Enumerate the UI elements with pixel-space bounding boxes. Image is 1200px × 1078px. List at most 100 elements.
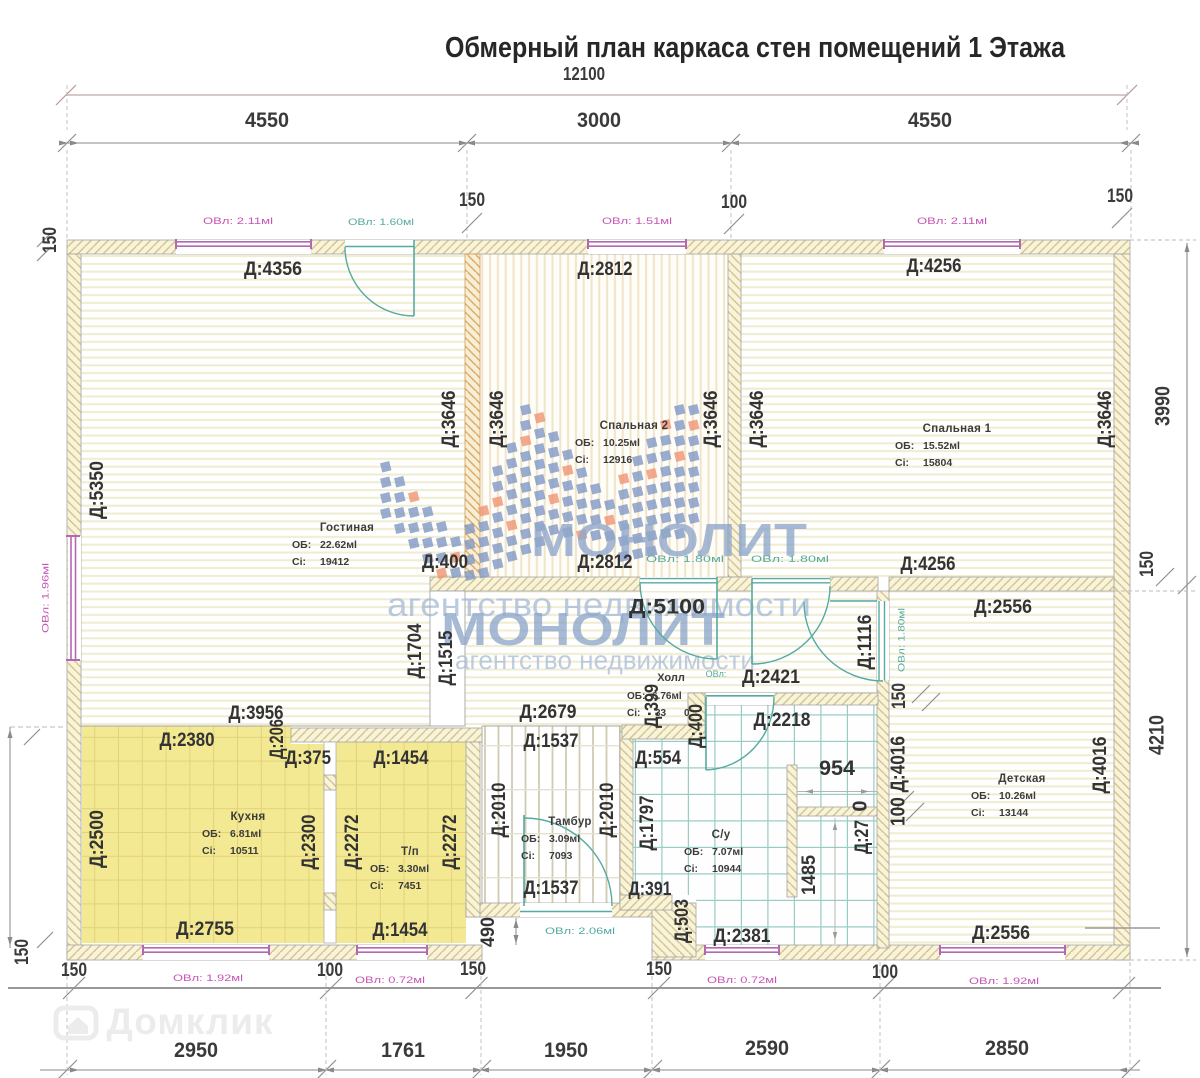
svg-text:Д:1704: Д:1704 (405, 623, 426, 678)
svg-text:10511: 10511 (230, 845, 259, 857)
svg-text:3.09мl: 3.09мl (549, 833, 580, 845)
svg-text:ОБ:: ОБ: (292, 539, 311, 551)
svg-text:150: 150 (459, 190, 485, 211)
svg-text:Д:2755: Д:2755 (176, 919, 234, 940)
svg-text:Гостиная: Гостиная (320, 522, 374, 534)
svg-text:С/у: С/у (712, 829, 731, 841)
svg-text:ОВл: 2.06мl: ОВл: 2.06мl (545, 926, 615, 937)
svg-text:Д:3646: Д:3646 (1095, 391, 1116, 448)
svg-text:7.07мl: 7.07мl (712, 846, 743, 858)
svg-text:Сi:: Сi: (575, 454, 589, 466)
svg-text:Сi:: Сi: (684, 863, 698, 875)
svg-text:Д:400: Д:400 (422, 552, 468, 573)
svg-text:ОБ:: ОБ: (895, 440, 914, 452)
svg-text:ОВл: 1.80мl: ОВл: 1.80мl (897, 608, 908, 672)
svg-text:Д:2010: Д:2010 (597, 783, 618, 838)
svg-text:Д:3646: Д:3646 (701, 391, 722, 448)
svg-text:Сi:: Сi: (895, 457, 909, 469)
svg-text:Д:3646: Д:3646 (747, 391, 768, 448)
svg-text:Сi:: Сi: (292, 556, 306, 568)
svg-text:ОБ:: ОБ: (627, 691, 645, 702)
svg-text:агентство недвижимости: агентство недвижимости (387, 586, 811, 623)
svg-text:4210: 4210 (1146, 715, 1169, 755)
svg-text:Спальная 1: Спальная 1 (923, 423, 992, 435)
svg-text:10.26мl: 10.26мl (999, 790, 1036, 802)
svg-text:ОВл: 0.72мl: ОВл: 0.72мl (707, 975, 777, 986)
svg-text:150: 150 (646, 959, 672, 980)
svg-text:Д:1454: Д:1454 (373, 920, 428, 941)
svg-text:Д:1537: Д:1537 (524, 878, 579, 899)
svg-text:ОВл: 1.80мl: ОВл: 1.80мl (646, 554, 724, 565)
svg-text:Д:5350: Д:5350 (87, 461, 108, 519)
svg-text:2590: 2590 (745, 1037, 789, 1060)
svg-text:Д:3646: Д:3646 (487, 391, 508, 448)
svg-text:150: 150 (12, 939, 33, 965)
svg-text:Д:2812: Д:2812 (578, 552, 633, 573)
svg-text:22.62мl: 22.62мl (320, 539, 357, 551)
svg-text:100: 100 (721, 192, 747, 213)
svg-text:19412: 19412 (320, 556, 349, 568)
svg-text:100: 100 (872, 962, 898, 983)
svg-text:Д:3646: Д:3646 (439, 391, 460, 448)
svg-text:1950: 1950 (544, 1039, 588, 1062)
svg-text:Сi:: Сi: (521, 850, 535, 862)
svg-text:ОБ:: ОБ: (684, 846, 703, 858)
svg-text:Д:1454: Д:1454 (374, 748, 429, 769)
svg-text:Домклик: Домклик (106, 1001, 273, 1042)
svg-text:МОНОЛИТ: МОНОЛИТ (531, 514, 807, 566)
svg-text:ОБ:: ОБ: (575, 437, 594, 449)
svg-text:агентство недвижимости: агентство недвижимости (455, 645, 755, 675)
svg-text:Обмерный план каркаса стен пом: Обмерный план каркаса стен помещений 1 Э… (445, 32, 1066, 64)
svg-text:МОНОЛИТ: МОНОЛИТ (441, 603, 725, 655)
svg-text:Д:4016: Д:4016 (1090, 737, 1111, 794)
svg-text:ОВл: 1.92мl: ОВл: 1.92мl (969, 976, 1039, 987)
svg-text:Д:2272: Д:2272 (440, 815, 461, 870)
svg-text:Д:2679: Д:2679 (520, 702, 577, 723)
svg-text:ОВл: 1.80мl: ОВл: 1.80мl (751, 554, 829, 565)
svg-text:ОВл: 1.60мl: ОВл: 1.60мl (348, 217, 414, 228)
svg-text:Д:399: Д:399 (642, 684, 663, 728)
svg-text:3.30мl: 3.30мl (398, 863, 429, 875)
svg-text:ОБ:: ОБ: (971, 790, 990, 802)
svg-text:Д:1537: Д:1537 (524, 731, 579, 752)
svg-text:7093: 7093 (549, 850, 573, 862)
svg-text:Д:2380: Д:2380 (160, 730, 215, 751)
svg-text:15.52мl: 15.52мl (923, 440, 960, 452)
svg-text:ОВл: 0.72мl: ОВл: 0.72мl (355, 975, 425, 986)
svg-text:Сi:: Сi: (202, 845, 216, 857)
svg-text:12916: 12916 (603, 454, 632, 466)
svg-text:150: 150 (40, 227, 61, 253)
svg-text:Сi:: Сi: (971, 807, 985, 819)
svg-text:Д:2381: Д:2381 (714, 926, 771, 947)
svg-text:2950: 2950 (174, 1039, 218, 1062)
svg-text:Д:503: Д:503 (672, 899, 693, 943)
svg-text:4550: 4550 (245, 109, 289, 132)
svg-text:10.25мl: 10.25мl (603, 437, 640, 449)
svg-text:Д:2556: Д:2556 (972, 923, 1030, 944)
svg-text:ОБ:: ОБ: (202, 828, 221, 840)
svg-text:ОБ:: ОБ: (370, 863, 389, 875)
svg-text:10944: 10944 (712, 863, 741, 875)
svg-text:Д:2010: Д:2010 (489, 783, 510, 838)
svg-text:Д:391: Д:391 (629, 879, 672, 900)
svg-text:1761: 1761 (381, 1039, 425, 1062)
svg-text:3990: 3990 (1152, 386, 1175, 426)
svg-text:15804: 15804 (923, 457, 952, 469)
svg-text:ОВл: 2.11мl: ОВл: 2.11мl (203, 216, 273, 227)
svg-text:Сi:: Сi: (627, 708, 640, 719)
svg-text:Д:400: Д:400 (686, 704, 707, 748)
svg-text:Д:554: Д:554 (635, 748, 681, 769)
svg-text:Д:375: Д:375 (285, 748, 331, 769)
svg-text:Д:4356: Д:4356 (244, 259, 302, 280)
svg-text:Д:206: Д:206 (267, 719, 288, 759)
svg-text:12100: 12100 (563, 64, 605, 84)
svg-text:0: 0 (849, 800, 871, 811)
svg-text:7451: 7451 (398, 880, 422, 892)
svg-text:ОВл: 1.96мl: ОВл: 1.96мl (41, 563, 52, 633)
svg-text:Д:2500: Д:2500 (87, 810, 108, 868)
svg-text:Сi:: Сi: (370, 880, 384, 892)
svg-text:Спальная 2: Спальная 2 (600, 420, 669, 432)
svg-text:150: 150 (1107, 186, 1133, 207)
svg-text:2850: 2850 (985, 1037, 1029, 1060)
svg-text:150: 150 (1137, 551, 1158, 577)
